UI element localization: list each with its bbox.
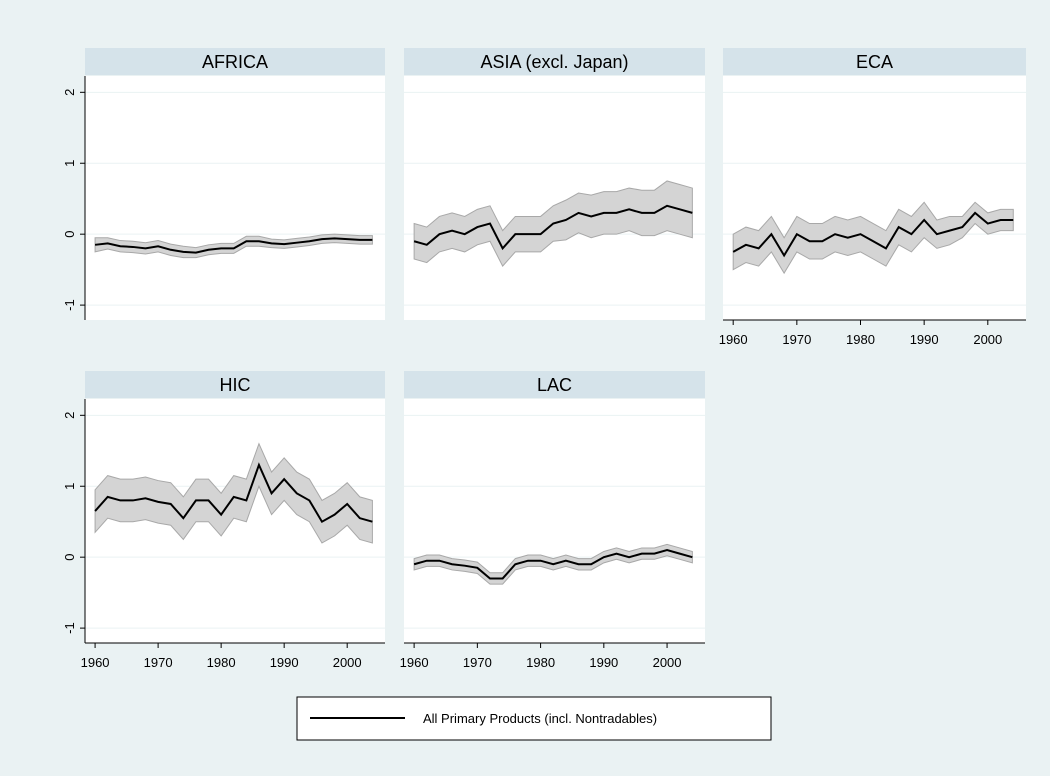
x-tick-label: 1970 <box>144 655 173 670</box>
x-tick-label: 1990 <box>589 655 618 670</box>
panel-title: ASIA (excl. Japan) <box>480 52 628 72</box>
plot-area <box>85 76 385 320</box>
y-tick-label: -1 <box>62 622 77 634</box>
y-tick-label: 1 <box>62 483 77 490</box>
y-tick-label: 2 <box>62 89 77 96</box>
panel-header <box>404 48 705 75</box>
x-tick-label: 1970 <box>463 655 492 670</box>
x-tick-label: 1960 <box>400 655 429 670</box>
y-tick-label: 1 <box>62 160 77 167</box>
series-line <box>413 204 693 251</box>
x-tick-label: 1960 <box>81 655 110 670</box>
panel-header <box>85 371 385 398</box>
x-tick-label: 1980 <box>526 655 555 670</box>
y-tick-label: 0 <box>62 554 77 561</box>
plot-area <box>404 399 705 643</box>
x-tick-label: 1980 <box>846 332 875 347</box>
x-tick-label: 1990 <box>270 655 299 670</box>
panel-header <box>723 48 1026 75</box>
confidence-band <box>732 201 1014 275</box>
series-line <box>94 462 373 524</box>
panel-title: LAC <box>537 375 572 395</box>
plot-area <box>723 76 1026 320</box>
x-tick-label: 2000 <box>333 655 362 670</box>
x-tick-label: 2000 <box>653 655 682 670</box>
panel-header <box>404 371 705 398</box>
x-tick-label: 1980 <box>207 655 236 670</box>
x-tick-label: 1960 <box>719 332 748 347</box>
series-line <box>732 211 1014 258</box>
panel-title: ECA <box>856 52 893 72</box>
series-line <box>413 549 693 580</box>
y-tick-label: 0 <box>62 231 77 238</box>
confidence-band <box>94 233 373 259</box>
x-tick-label: 1970 <box>782 332 811 347</box>
x-tick-label: 1990 <box>910 332 939 347</box>
panel-title: AFRICA <box>202 52 268 72</box>
y-tick-label: 2 <box>62 412 77 419</box>
series-line <box>94 237 373 254</box>
y-tick-label: -1 <box>62 299 77 311</box>
x-tick-label: 2000 <box>973 332 1002 347</box>
panel-title: HIC <box>220 375 251 395</box>
confidence-band <box>94 442 373 544</box>
legend-label: All Primary Products (incl. Nontradables… <box>423 711 657 726</box>
panel-header <box>85 48 385 75</box>
